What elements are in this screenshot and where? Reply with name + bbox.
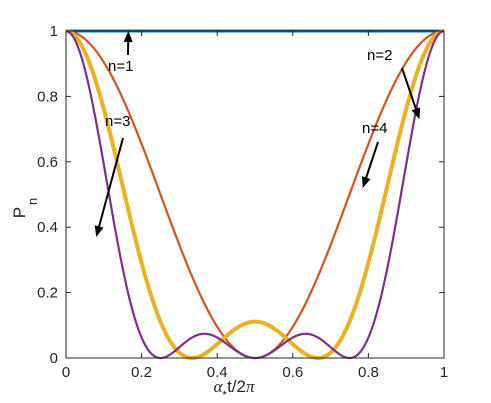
x-tick-label: 0 bbox=[62, 364, 70, 381]
y-tick-label: 0.8 bbox=[37, 88, 58, 105]
x-tick-label: 0.6 bbox=[282, 364, 303, 381]
y-tick-label: 0.6 bbox=[37, 154, 58, 171]
annotation-label-n1: n=1 bbox=[108, 58, 133, 75]
annotation-arrow-shaft bbox=[98, 137, 124, 227]
annotation-layer: n=1 n=2 n=3 n=4 bbox=[94, 31, 421, 238]
series-n3-line bbox=[64, 29, 446, 360]
y-tick-label: 1 bbox=[50, 23, 58, 40]
x-tick-label: 0.8 bbox=[358, 364, 379, 381]
annotation-label-n2: n=2 bbox=[367, 47, 392, 64]
x-tick-label: 0.4 bbox=[207, 364, 228, 381]
annotation-arrow-head bbox=[361, 176, 371, 188]
y-tick-label: 0.4 bbox=[37, 219, 58, 236]
annotation-arrow-shaft bbox=[365, 141, 379, 178]
annotation-label-n4: n=4 bbox=[362, 120, 387, 137]
y-axis-label: Pn bbox=[10, 198, 40, 219]
x-tick-label: 1 bbox=[440, 364, 448, 381]
annotation-arrow-head bbox=[411, 107, 421, 120]
annotation-label-n3: n=3 bbox=[105, 113, 130, 130]
y-tick-label: 0.2 bbox=[37, 285, 58, 302]
annotation-arrow-head bbox=[94, 225, 104, 238]
x-axis-label: α*t/2π bbox=[213, 377, 255, 402]
ticks-layer: 0 0.2 0.4 0.6 0.8 1 0 0.2 0.4 0.6 0.8 1 bbox=[37, 23, 448, 381]
y-tick-label: 0 bbox=[50, 350, 58, 367]
x-tick-label: 0.2 bbox=[131, 364, 152, 381]
plot-frame bbox=[65, 30, 445, 359]
annotation-arrow-shaft bbox=[401, 67, 417, 110]
annotation-arrow-head bbox=[123, 31, 133, 43]
series-layer bbox=[64, 29, 446, 360]
